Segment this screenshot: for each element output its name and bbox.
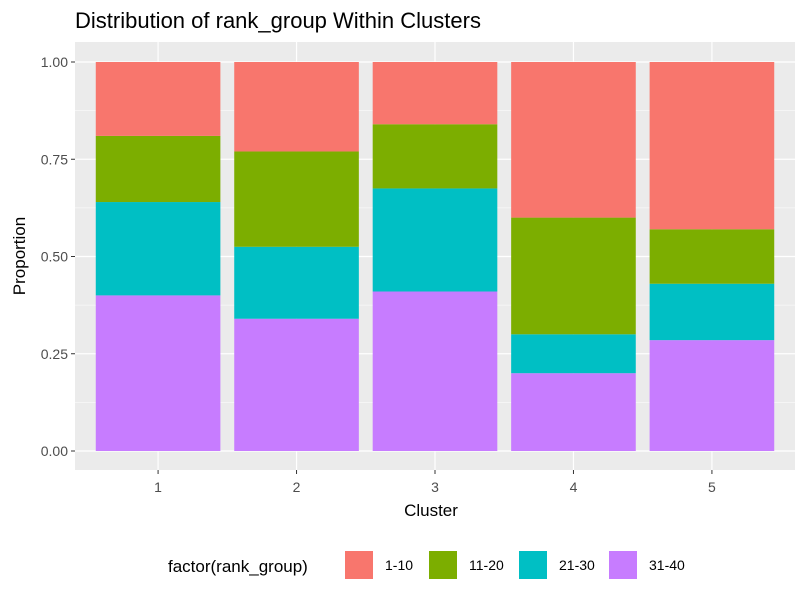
- y-tick-label: 1.00: [41, 54, 68, 70]
- x-tick-label: 3: [431, 479, 439, 495]
- bar-segment-11-20-cluster-2: [234, 151, 359, 247]
- bar-segment-21-30-cluster-1: [95, 202, 221, 296]
- bar-segment-1-10-cluster-1: [95, 62, 221, 136]
- legend: factor(rank_group) 1-10 11-20 21-30 31-40: [168, 551, 685, 579]
- bar-segment-31-40-cluster-2: [234, 318, 359, 451]
- legend-label: 11-20: [469, 557, 504, 573]
- chart-title: Distribution of rank_group Within Cluste…: [75, 8, 481, 33]
- bar-segment-1-10-cluster-3: [372, 62, 498, 125]
- bar-segment-11-20-cluster-1: [95, 135, 221, 203]
- legend-title: factor(rank_group): [168, 557, 308, 576]
- x-tick-label: 5: [708, 479, 716, 495]
- x-tick-label: 2: [293, 479, 301, 495]
- bar-segment-1-10-cluster-2: [234, 62, 359, 152]
- bar-segment-21-30-cluster-5: [649, 283, 775, 341]
- x-axis: 1 2 3 4 5: [154, 470, 716, 495]
- bar-segment-11-20-cluster-3: [372, 124, 498, 189]
- x-tick-label: 4: [570, 479, 578, 495]
- bar-segment-1-10-cluster-4: [511, 62, 636, 218]
- legend-key-21-30: [519, 551, 547, 579]
- y-axis-title: Proportion: [10, 217, 29, 295]
- bar-segment-31-40-cluster-5: [649, 340, 775, 451]
- y-tick-label: 0.75: [41, 151, 68, 167]
- legend-label: 21-30: [559, 557, 595, 573]
- y-axis: 0.00 0.25 0.50 0.75 1.00: [41, 54, 75, 459]
- legend-key-31-40: [609, 551, 637, 579]
- legend-label: 1-10: [385, 557, 413, 573]
- bar-segment-11-20-cluster-4: [511, 217, 636, 335]
- y-tick-label: 0.50: [41, 249, 68, 265]
- bar-segment-21-30-cluster-3: [372, 188, 498, 292]
- legend-key-1-10: [345, 551, 373, 579]
- bar-segment-31-40-cluster-4: [511, 373, 636, 451]
- y-tick-label: 0.25: [41, 346, 68, 362]
- bar-segment-31-40-cluster-1: [95, 295, 221, 451]
- x-tick-label: 1: [154, 479, 162, 495]
- y-tick-label: 0.00: [41, 443, 68, 459]
- bar-segment-11-20-cluster-5: [649, 229, 775, 284]
- x-axis-title: Cluster: [404, 501, 458, 520]
- bar-segment-31-40-cluster-3: [372, 291, 498, 451]
- legend-key-11-20: [429, 551, 457, 579]
- legend-label: 31-40: [649, 557, 685, 573]
- bar-segment-21-30-cluster-2: [234, 246, 359, 319]
- bar-segment-21-30-cluster-4: [511, 334, 636, 374]
- bars: [95, 62, 775, 451]
- bar-segment-1-10-cluster-5: [649, 62, 775, 230]
